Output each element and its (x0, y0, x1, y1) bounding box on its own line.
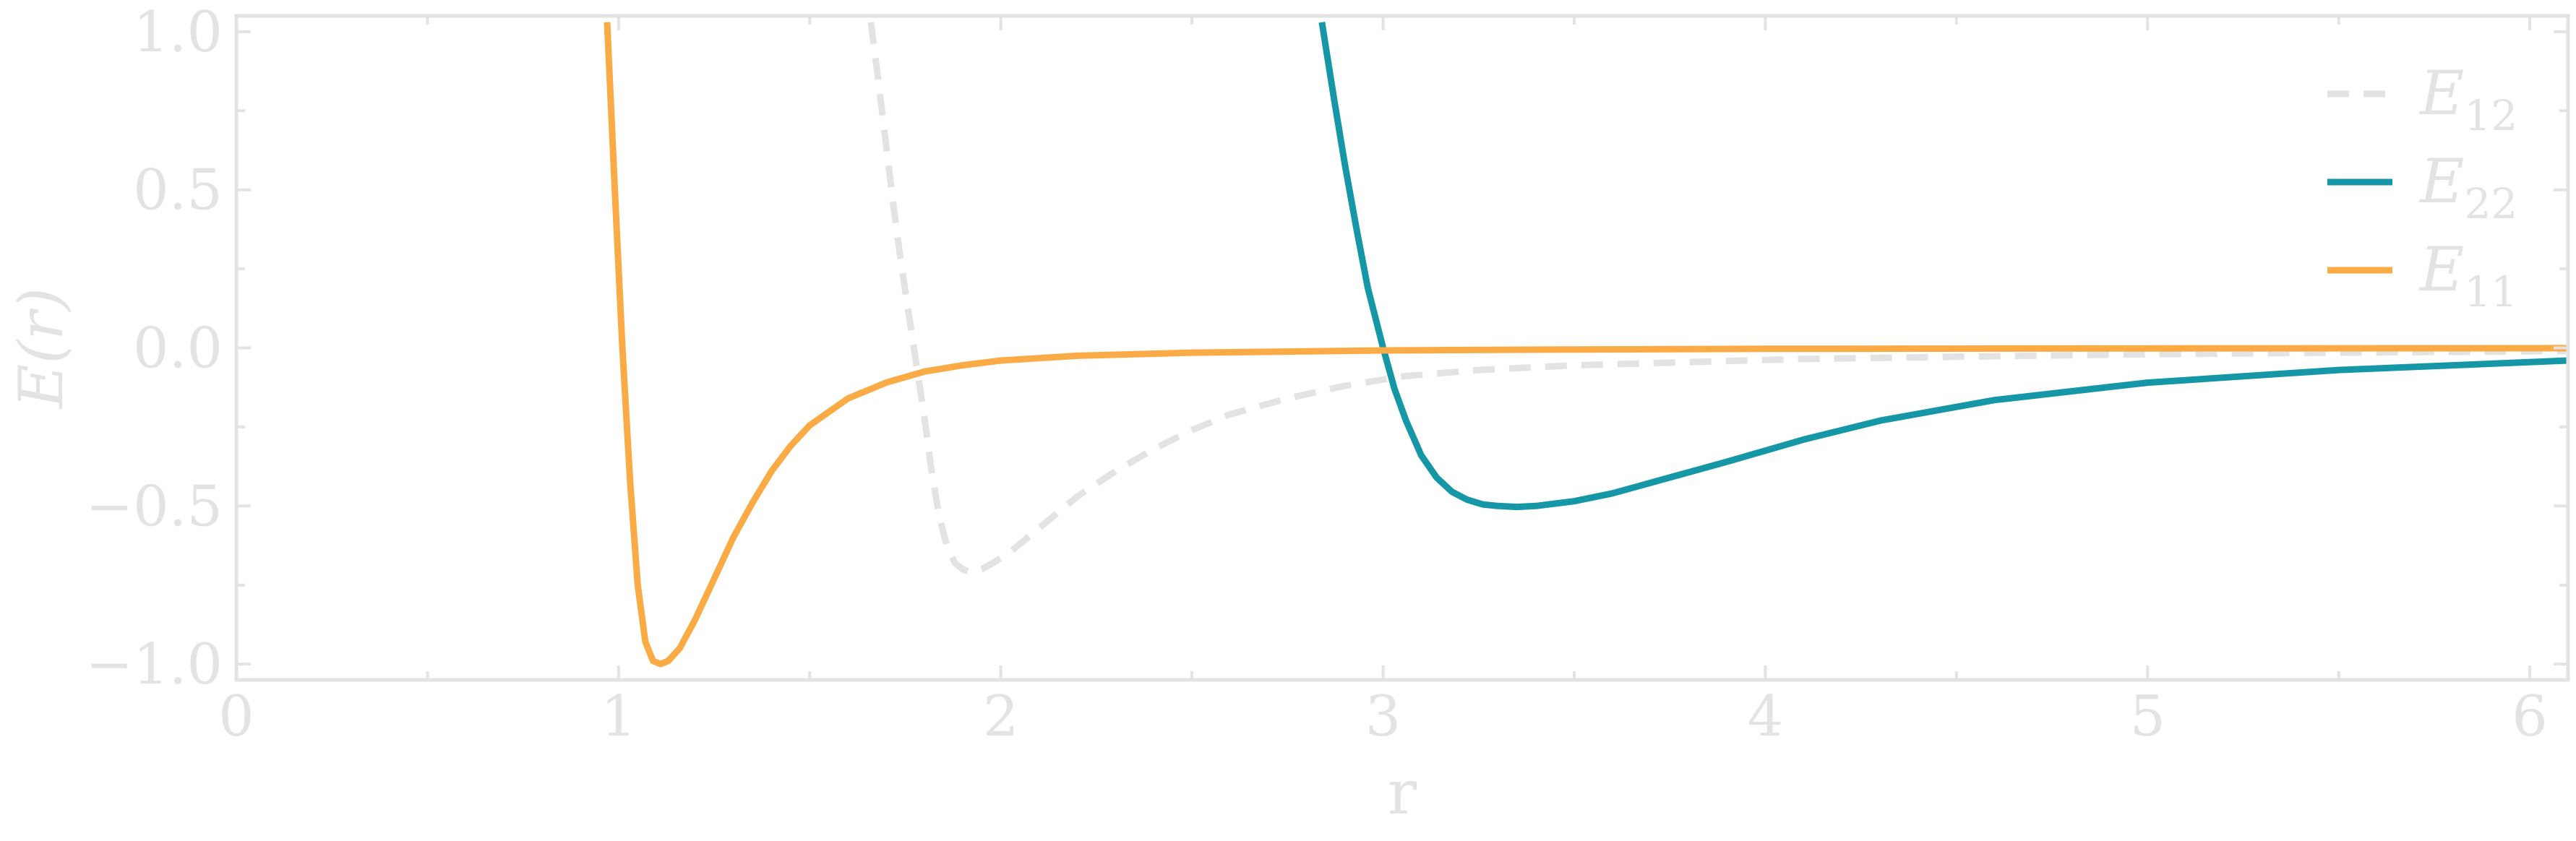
series-line-e22 (1318, 22, 2568, 511)
series-line-e11 (604, 22, 2568, 668)
y-tick-label: −0.5 (86, 474, 223, 539)
y-tick-label: 0.5 (133, 158, 223, 223)
y-tick-label: 0.0 (133, 316, 223, 381)
x-tick-label: 3 (1365, 684, 1401, 749)
x-axis-title: r (1388, 757, 1417, 828)
series-lines (604, 22, 2568, 668)
legend-label-e12: E12 (2418, 58, 2517, 140)
y-axis-title: E(r) (6, 288, 77, 410)
x-tick-label: 5 (2129, 684, 2165, 749)
legend-label-e22: E22 (2418, 146, 2517, 228)
y-tick-label: 1.0 (133, 0, 223, 65)
axes: 0 1 2 3 4 5 6 −1.0 −0.5 0.0 0.5 1.0 r E(r) (6, 0, 2570, 828)
series-line-e12 (867, 22, 2568, 576)
legend-label-e11: E11 (2418, 234, 2517, 316)
x-tick-label: 6 (2512, 684, 2548, 749)
x-tick-label: 1 (601, 684, 637, 749)
x-tick-label: 0 (218, 684, 254, 749)
x-tick-label: 4 (1748, 684, 1784, 749)
y-tick-label: −1.0 (86, 632, 223, 697)
x-tick-label: 2 (983, 684, 1019, 749)
